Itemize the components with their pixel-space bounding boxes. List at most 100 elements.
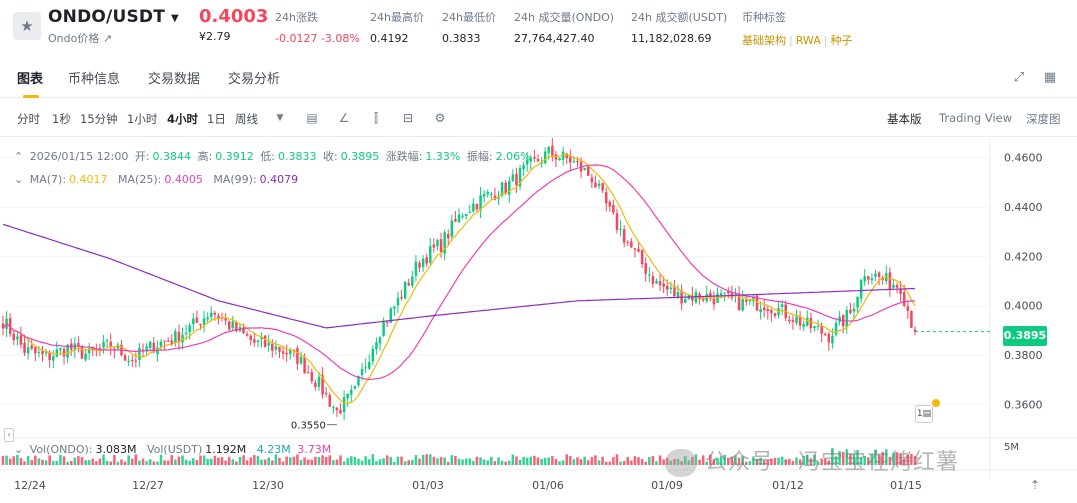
tab-chart[interactable]: 图表 xyxy=(17,72,44,87)
settings-gear-icon[interactable]: ⚙ xyxy=(434,111,446,125)
volume-bar xyxy=(622,460,626,465)
timeframe-week[interactable]: 周线 xyxy=(235,112,258,126)
candle-body xyxy=(80,346,84,359)
candle-body xyxy=(665,285,669,290)
volume-bar xyxy=(759,457,762,465)
timeframe-1d[interactable]: 1日 xyxy=(207,112,226,126)
timeframe-1s[interactable]: 1秒 xyxy=(52,112,71,126)
volume-bar xyxy=(554,459,558,465)
candle-body xyxy=(831,335,834,344)
tag-infra[interactable]: 基础架构 xyxy=(742,34,786,47)
volume-bar xyxy=(285,456,288,465)
volume-bar xyxy=(737,457,741,465)
candle-body xyxy=(619,228,622,230)
volume-bar xyxy=(375,461,378,465)
candle-body xyxy=(436,240,439,247)
stat-24h-high: 24h最高价 0.4192 xyxy=(370,11,424,45)
candle-body xyxy=(608,201,612,207)
volume-bar xyxy=(569,456,572,465)
volume-bar xyxy=(364,456,367,465)
volume-bar xyxy=(490,456,493,465)
coin-price-link[interactable]: Ondo价格 ↗ xyxy=(48,32,113,45)
drawing-tools-icon[interactable]: ⊟ xyxy=(402,111,414,125)
volume-bar xyxy=(874,449,877,465)
candle-body xyxy=(780,304,784,308)
candle-body xyxy=(762,307,766,310)
view-trading-view[interactable]: Trading View xyxy=(939,111,1013,125)
candle-body xyxy=(310,372,314,382)
volume-bar xyxy=(202,455,206,465)
timeframe-15m[interactable]: 15分钟 xyxy=(80,112,118,126)
candle-body xyxy=(867,275,870,280)
favorite-star-icon[interactable]: ★ xyxy=(13,12,41,40)
collapse-legend-icon: ⌄ xyxy=(14,173,24,186)
volume-bar xyxy=(515,456,518,465)
timeframe-dropdown-icon[interactable]: ▼ xyxy=(276,113,284,123)
candle-body xyxy=(590,177,594,183)
tab-coin-info[interactable]: 币种信息 xyxy=(68,72,121,87)
timeframe-time[interactable]: 分时 xyxy=(17,112,40,126)
volume-bar xyxy=(730,456,734,465)
notification-dot xyxy=(932,399,940,407)
indicator-icon[interactable]: ∠ xyxy=(338,111,350,125)
pair-selector[interactable]: ONDO/USDT xyxy=(48,7,166,27)
volume-bar xyxy=(8,458,12,465)
calendar-icon[interactable]: ▤ xyxy=(306,111,318,125)
volume-bar xyxy=(113,455,116,465)
volume-bar xyxy=(518,459,522,465)
volume-bar xyxy=(651,456,655,465)
layout-grid-icon[interactable]: ▦ xyxy=(1043,70,1057,85)
volume-bar xyxy=(55,460,59,465)
candle-body xyxy=(123,355,127,361)
candle-body xyxy=(752,296,755,302)
candle-body xyxy=(263,335,267,347)
chart-toolbar: 分时 1秒 15分钟 1小时 4小时 1日 周线 ▼ ▤ ∠ ⫿ ⊟ ⚙ 基本版… xyxy=(0,99,1077,137)
candle-body xyxy=(48,352,51,361)
scale-reset-icon[interactable]: ⇡ xyxy=(1030,478,1041,492)
tag-rwa[interactable]: RWA xyxy=(795,34,821,47)
volume-bar xyxy=(432,456,436,465)
tab-trade-data[interactable]: 交易数据 xyxy=(148,72,201,87)
expand-legend-icon: ⌃ xyxy=(14,150,24,163)
tag-seed[interactable]: 种子 xyxy=(830,34,853,47)
view-depth[interactable]: 深度图 xyxy=(1026,112,1061,126)
caret-down-icon[interactable]: ▼ xyxy=(171,13,179,24)
tab-trade-analysis[interactable]: 交易分析 xyxy=(228,72,281,87)
volume-bar xyxy=(407,460,410,465)
volume-bar xyxy=(809,458,813,465)
volume-bar xyxy=(683,456,687,465)
timeframe-1h[interactable]: 1小时 xyxy=(127,112,158,126)
volume-bar xyxy=(62,456,66,465)
candle-body xyxy=(288,349,292,355)
volume-bar xyxy=(303,457,306,465)
candlestick-chart[interactable]: 0.3600 0.3800 0.4000 0.4200 0.4400 0.4600 5M 0.… xyxy=(0,138,1077,503)
volume-bar xyxy=(705,461,709,465)
scroll-left-icon[interactable]: ‹ xyxy=(4,428,14,442)
volume-bar xyxy=(913,456,917,465)
candle-body xyxy=(66,344,69,358)
candle-body xyxy=(195,317,199,323)
candle-body xyxy=(346,393,349,399)
volume-bar xyxy=(547,457,551,465)
volume-bar xyxy=(263,459,267,465)
candle-body xyxy=(37,352,41,354)
volume-bar xyxy=(770,458,773,465)
volume-bar xyxy=(174,459,177,465)
candle-body xyxy=(403,281,407,299)
volume-bar xyxy=(820,458,823,465)
candle-body xyxy=(375,342,378,350)
candle-body xyxy=(84,353,87,360)
candle-body xyxy=(795,316,798,323)
volume-bar xyxy=(464,458,468,465)
volume-bar xyxy=(637,457,640,465)
candle-body xyxy=(583,168,586,171)
candle-body xyxy=(148,341,152,349)
volume-bar xyxy=(788,458,791,465)
candle-body xyxy=(773,313,777,317)
candle-style-icon[interactable]: ⫿ xyxy=(374,111,378,125)
fullscreen-icon[interactable]: ⤢ xyxy=(1013,70,1025,85)
event-marker-icon[interactable]: 1▤ xyxy=(915,405,933,423)
volume-bar xyxy=(712,459,716,465)
view-basic[interactable]: 基本版 xyxy=(887,112,922,126)
timeframe-4h[interactable]: 4小时 xyxy=(167,112,199,126)
